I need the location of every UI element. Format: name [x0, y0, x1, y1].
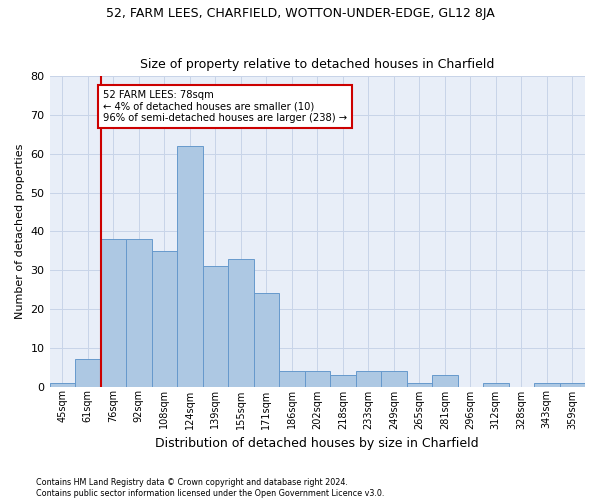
Bar — [203, 266, 228, 386]
Bar — [483, 382, 509, 386]
Bar — [101, 239, 126, 386]
Bar — [407, 382, 432, 386]
Bar — [50, 382, 75, 386]
Bar — [75, 360, 101, 386]
Bar — [279, 371, 305, 386]
Bar — [432, 375, 458, 386]
Bar — [177, 146, 203, 386]
Y-axis label: Number of detached properties: Number of detached properties — [15, 144, 25, 319]
Bar — [381, 371, 407, 386]
Bar — [560, 382, 585, 386]
Bar — [152, 251, 177, 386]
Text: Contains HM Land Registry data © Crown copyright and database right 2024.
Contai: Contains HM Land Registry data © Crown c… — [36, 478, 385, 498]
Bar — [254, 294, 279, 386]
Bar — [356, 371, 381, 386]
Bar — [228, 258, 254, 386]
Title: Size of property relative to detached houses in Charfield: Size of property relative to detached ho… — [140, 58, 494, 71]
Bar — [534, 382, 560, 386]
Bar — [126, 239, 152, 386]
X-axis label: Distribution of detached houses by size in Charfield: Distribution of detached houses by size … — [155, 437, 479, 450]
Bar — [305, 371, 330, 386]
Bar — [330, 375, 356, 386]
Text: 52, FARM LEES, CHARFIELD, WOTTON-UNDER-EDGE, GL12 8JA: 52, FARM LEES, CHARFIELD, WOTTON-UNDER-E… — [106, 8, 494, 20]
Text: 52 FARM LEES: 78sqm
← 4% of detached houses are smaller (10)
96% of semi-detache: 52 FARM LEES: 78sqm ← 4% of detached hou… — [103, 90, 347, 123]
